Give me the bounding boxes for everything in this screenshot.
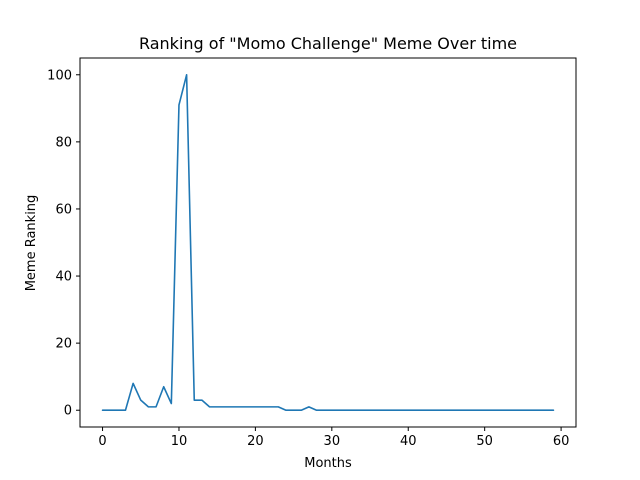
y-tick-label-0: 0 <box>64 404 72 419</box>
y-tick-label-20: 20 <box>55 337 72 352</box>
y-tick-label-100: 100 <box>47 68 72 83</box>
x-tick-label-50: 50 <box>476 434 493 449</box>
y-axis-label: Meme Ranking <box>24 195 39 292</box>
x-tick-label-40: 40 <box>400 434 417 449</box>
y-tick-label-60: 60 <box>55 202 72 217</box>
y-axis-ticks: 0 20 40 60 80 100 <box>47 68 80 419</box>
y-tick-label-80: 80 <box>55 135 72 150</box>
x-tick-label-30: 30 <box>324 434 341 449</box>
plot-frame <box>79 57 577 428</box>
y-tick-label-40: 40 <box>55 270 72 285</box>
x-axis-ticks: 0 10 20 30 40 50 60 <box>98 427 569 449</box>
x-axis-label: Months <box>304 456 352 471</box>
series-layer <box>101 73 555 412</box>
plot-area: 0 10 20 30 40 50 60 0 20 40 60 80 100 <box>47 57 577 449</box>
x-tick-label-20: 20 <box>247 434 264 449</box>
series-line-momo-challenge <box>101 73 555 412</box>
x-tick-label-60: 60 <box>553 434 570 449</box>
x-tick-label-0: 0 <box>98 434 106 449</box>
x-tick-label-10: 10 <box>171 434 188 449</box>
chart-title: Ranking of "Momo Challenge" Meme Over ti… <box>139 34 517 53</box>
